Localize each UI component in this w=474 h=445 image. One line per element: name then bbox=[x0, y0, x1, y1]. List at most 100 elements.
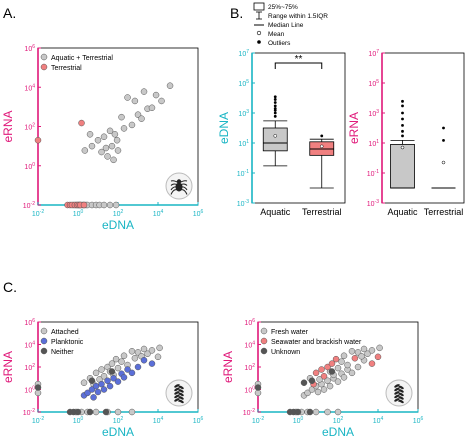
data-point bbox=[294, 408, 302, 416]
data-point bbox=[134, 363, 142, 371]
data-point bbox=[108, 368, 116, 375]
box-legend: 25%~75% Range within 1.5IQR Median Line … bbox=[253, 2, 328, 47]
y-tick-label: 107 bbox=[238, 49, 249, 58]
data-point bbox=[320, 386, 328, 393]
outlier-marker-icon bbox=[257, 40, 261, 44]
y-tick-label: 105 bbox=[238, 79, 249, 88]
data-point bbox=[324, 408, 331, 416]
data-point bbox=[344, 361, 351, 369]
data-point bbox=[34, 384, 42, 391]
y-tick-label: 10-1 bbox=[237, 169, 249, 178]
data-point bbox=[120, 374, 128, 381]
y-tick-label: 102 bbox=[24, 363, 35, 372]
legend-marker bbox=[40, 347, 48, 355]
y-tick-label: 101 bbox=[368, 139, 379, 148]
box-mean bbox=[273, 134, 277, 138]
plant-leaf bbox=[394, 384, 399, 388]
data-point bbox=[110, 375, 117, 382]
data-point bbox=[338, 358, 345, 365]
data-point bbox=[106, 127, 114, 135]
y-tick-label: 100 bbox=[24, 162, 35, 171]
data-point bbox=[368, 360, 376, 367]
y-tick-label: 106 bbox=[24, 44, 35, 53]
y-tick-label: 102 bbox=[24, 123, 35, 132]
box-outlier bbox=[273, 111, 277, 115]
data-point bbox=[318, 366, 325, 373]
plant-leaf bbox=[174, 384, 179, 388]
spider-leg bbox=[178, 189, 188, 195]
data-point bbox=[100, 201, 108, 209]
plant-leaf bbox=[179, 385, 184, 390]
box-iqr bbox=[390, 144, 415, 189]
legend-label: Unknown bbox=[271, 349, 300, 356]
charts-layer: 10-210-2100100102102104104106106eDNAeRNA… bbox=[1, 44, 465, 439]
data-point bbox=[360, 345, 368, 353]
legend-label: Neither bbox=[51, 349, 74, 356]
x-tick-label: 102 bbox=[113, 416, 124, 425]
legend-label: Aquatic + Terrestrial bbox=[51, 55, 113, 62]
data-point bbox=[254, 384, 262, 391]
y-tick-label: 10-2 bbox=[23, 408, 35, 417]
data-point bbox=[144, 350, 151, 358]
data-point bbox=[100, 373, 108, 380]
plant-leaf bbox=[174, 394, 179, 399]
data-point bbox=[102, 408, 110, 416]
y-tick-label: 100 bbox=[24, 386, 35, 395]
data-point bbox=[106, 201, 114, 209]
data-point bbox=[98, 366, 105, 373]
box-outlier bbox=[401, 123, 404, 127]
data-point bbox=[138, 115, 145, 122]
data-point bbox=[88, 377, 96, 384]
plant-leaf bbox=[399, 399, 404, 404]
box-outlier bbox=[401, 99, 404, 103]
plant-leaf bbox=[394, 391, 399, 395]
box-outlier bbox=[273, 107, 277, 110]
box-mean bbox=[320, 144, 324, 149]
plant-leaf bbox=[179, 392, 184, 397]
box-iqr bbox=[262, 127, 288, 152]
data-point bbox=[348, 369, 356, 377]
data-point bbox=[100, 133, 108, 141]
plant-leaf bbox=[179, 389, 184, 393]
x-tick-label: 10-2 bbox=[252, 416, 264, 425]
data-point bbox=[92, 369, 100, 377]
data-point bbox=[120, 352, 128, 359]
data-point bbox=[106, 382, 114, 390]
data-point bbox=[124, 94, 131, 101]
box-legend-item: Mean bbox=[268, 31, 285, 38]
data-point bbox=[314, 388, 322, 396]
data-point bbox=[312, 408, 320, 416]
y-tick-label: 103 bbox=[238, 109, 249, 118]
spider-leg bbox=[178, 180, 188, 184]
plant-leaf bbox=[174, 391, 179, 395]
x-tick-label: 104 bbox=[153, 209, 164, 218]
data-point bbox=[100, 386, 108, 393]
data-point bbox=[131, 97, 139, 105]
data-point bbox=[304, 389, 311, 397]
data-point bbox=[114, 364, 122, 372]
data-point bbox=[80, 379, 88, 386]
y-tick-label: 107 bbox=[368, 49, 379, 58]
data-point bbox=[111, 131, 119, 138]
data-point bbox=[114, 378, 122, 385]
data-point bbox=[94, 388, 102, 396]
x-tick-label: 10-2 bbox=[32, 209, 44, 218]
box-outlier bbox=[442, 126, 445, 130]
data-point bbox=[104, 153, 111, 160]
x-axis-label: eDNA bbox=[322, 425, 354, 439]
data-point bbox=[148, 347, 156, 354]
plant-leaf bbox=[399, 392, 404, 397]
legend-marker bbox=[40, 53, 48, 61]
significance-label: ** bbox=[295, 54, 303, 65]
y-tick-label: 10-2 bbox=[23, 201, 35, 210]
y-tick-label: 105 bbox=[368, 79, 379, 88]
box-legend-box-icon bbox=[253, 2, 265, 11]
box-outlier bbox=[442, 138, 445, 142]
data-point bbox=[254, 389, 262, 397]
x-tick-label: 100 bbox=[73, 416, 84, 425]
data-point bbox=[140, 356, 148, 364]
legend-label: Attached bbox=[51, 329, 79, 336]
data-point bbox=[128, 348, 136, 355]
x-category-label: Aquatic bbox=[387, 207, 418, 217]
data-point bbox=[86, 408, 94, 416]
